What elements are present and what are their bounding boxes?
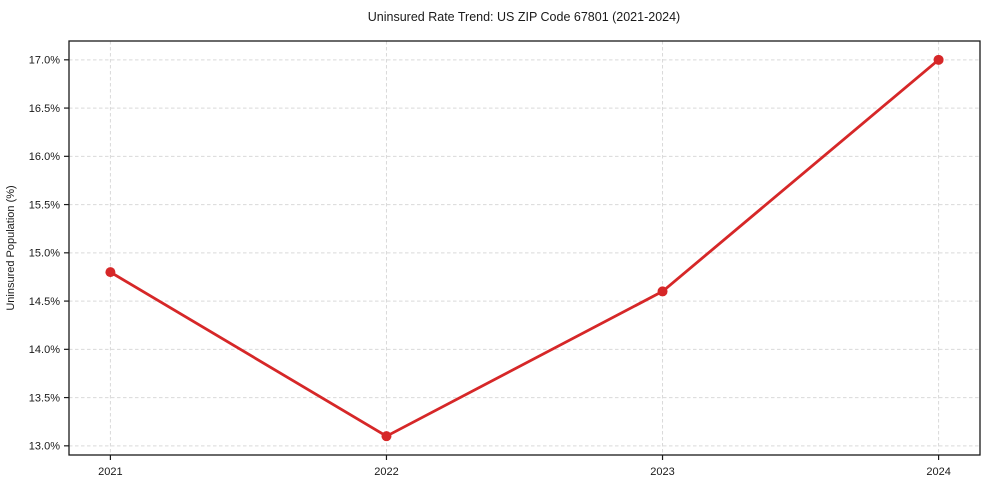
y-tick-label: 13.5% [29, 392, 60, 404]
data-point [933, 54, 944, 65]
y-tick-label: 14.0% [29, 344, 60, 356]
data-point [381, 431, 392, 442]
y-axis-label: Uninsured Population (%) [5, 185, 17, 310]
x-tick-label: 2021 [98, 466, 122, 478]
x-tick-label: 2024 [926, 466, 950, 478]
data-point [105, 267, 116, 278]
y-tick-label: 16.0% [29, 151, 60, 163]
y-tick-label: 16.5% [29, 103, 60, 115]
y-tick-label: 15.5% [29, 199, 60, 211]
y-tick-label: 17.0% [29, 55, 60, 67]
chart-title: Uninsured Rate Trend: US ZIP Code 67801 … [368, 10, 680, 24]
tick-layer: 13.0% 13.5% 14.0% 14.5% 15.0% 15.5% 16.0% 16.5%… [29, 55, 951, 478]
trend-line [109, 58, 940, 438]
x-tick-label: 2023 [650, 466, 674, 478]
axes-spines [68, 40, 981, 456]
x-tick-label: 2022 [374, 466, 398, 478]
y-tick-label: 14.5% [29, 296, 60, 308]
data-series-layer [105, 54, 944, 442]
y-tick-label: 13.0% [29, 441, 60, 453]
plot-border [68, 40, 981, 456]
grid-layer [69, 41, 980, 455]
data-point [657, 286, 668, 297]
y-tick-label: 15.0% [29, 248, 60, 260]
